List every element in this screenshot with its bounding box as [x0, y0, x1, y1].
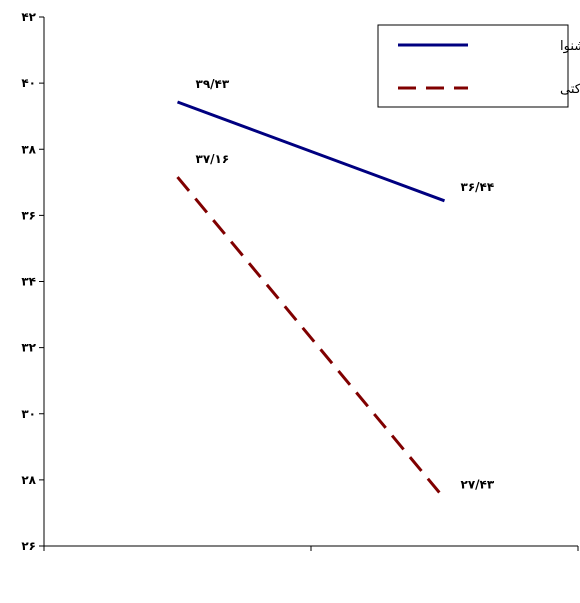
y-tick-label: ۲۶ — [21, 539, 36, 553]
x-axis-ticks: تلفیقیعادی — [43, 546, 579, 551]
data-label: ۲۷/۴۳ — [461, 478, 495, 492]
data-label: ۳۹/۴۳ — [196, 77, 230, 91]
y-tick-label: ۳۸ — [21, 142, 36, 156]
y-tick-label: ۴۲ — [21, 10, 36, 24]
series-lines: ۳۹/۴۳ ۳۶/۴۴ ۳۷/۱۶ ۲۷/۴۳ — [176, 77, 495, 500]
series-line-0 — [176, 100, 446, 203]
y-tick-label: ۴۰ — [21, 76, 36, 90]
y-tick-label: ۳۴ — [21, 275, 36, 289]
y-tick-label: ۳۲ — [21, 341, 36, 355]
series-line-1 — [176, 176, 446, 500]
data-label: ۳۷/۱۶ — [196, 152, 230, 166]
legend-label: جسمی حرکتی — [560, 82, 580, 97]
y-tick-label: ۳۰ — [21, 407, 36, 421]
y-tick-label: ۳۶ — [21, 208, 36, 222]
data-label: ۳۶/۴۴ — [461, 180, 495, 194]
y-axis-ticks: ۲۶ ۲۸ ۳۰ ۳۲ ۳۴ ۳۶ ۳۸ ۴۰ ۴۲ — [21, 10, 44, 553]
legend: کم شنوا جسمی حرکتی — [377, 24, 580, 108]
legend-box — [377, 24, 569, 108]
legend-label: کم شنوا — [560, 39, 580, 54]
y-tick-label: ۲۸ — [21, 473, 36, 487]
